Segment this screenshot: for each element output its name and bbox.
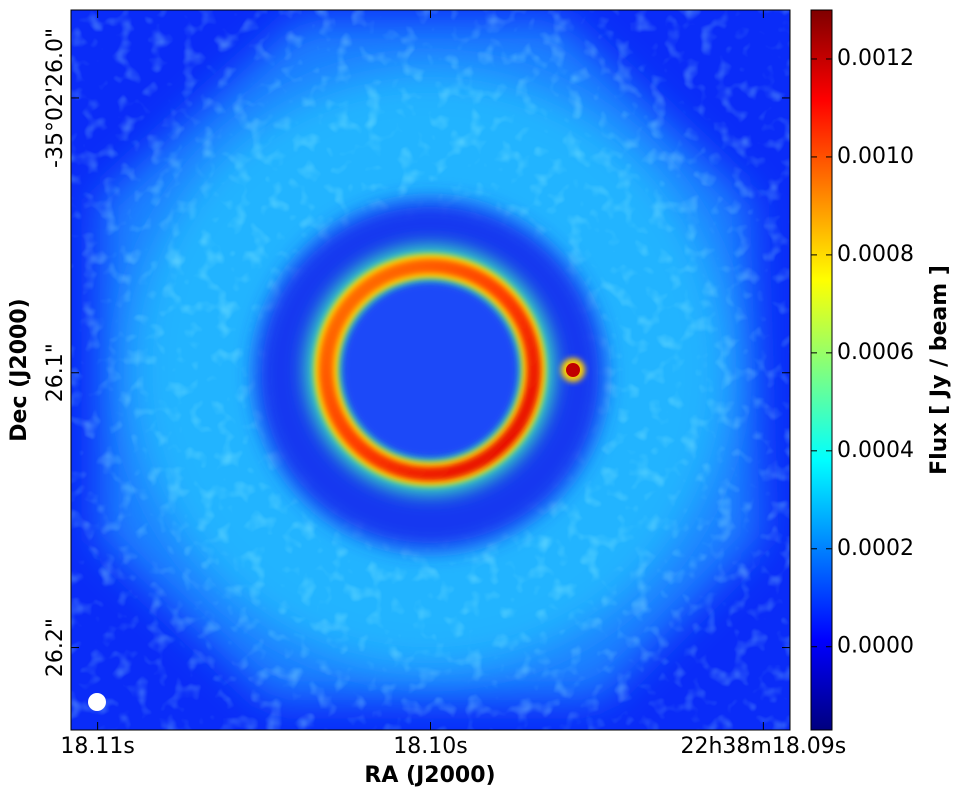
y-tick-label: -35°02'26.0"	[43, 28, 68, 168]
y-tick-label: 26.1"	[43, 343, 68, 402]
colorbar	[810, 9, 833, 731]
colorbar-label: Flux [ Jy / beam ]	[927, 265, 952, 475]
x-axis-label: RA (J2000)	[364, 763, 495, 788]
image	[71, 10, 790, 730]
colorbar-tick-label: 0.0012	[837, 46, 914, 71]
x-tick-label: 22h38m18.09s	[680, 734, 846, 759]
colorbar-tick-label: 0.0006	[837, 340, 914, 365]
colorbar-tick-label: 0.0002	[837, 536, 914, 561]
x-tick-label: 18.10s	[393, 734, 467, 759]
y-axis-label: Dec (J2000)	[7, 298, 32, 441]
y-tick-label: 26.2"	[43, 618, 68, 677]
x-tick-label: 18.11s	[60, 734, 134, 759]
colorbar-tick-label: 0.0004	[837, 438, 914, 463]
colorbar-tick-label: 0.0000	[837, 634, 914, 659]
colorbar-tick-label: 0.0010	[837, 144, 914, 169]
colorbar-tick-label: 0.0008	[837, 242, 914, 267]
